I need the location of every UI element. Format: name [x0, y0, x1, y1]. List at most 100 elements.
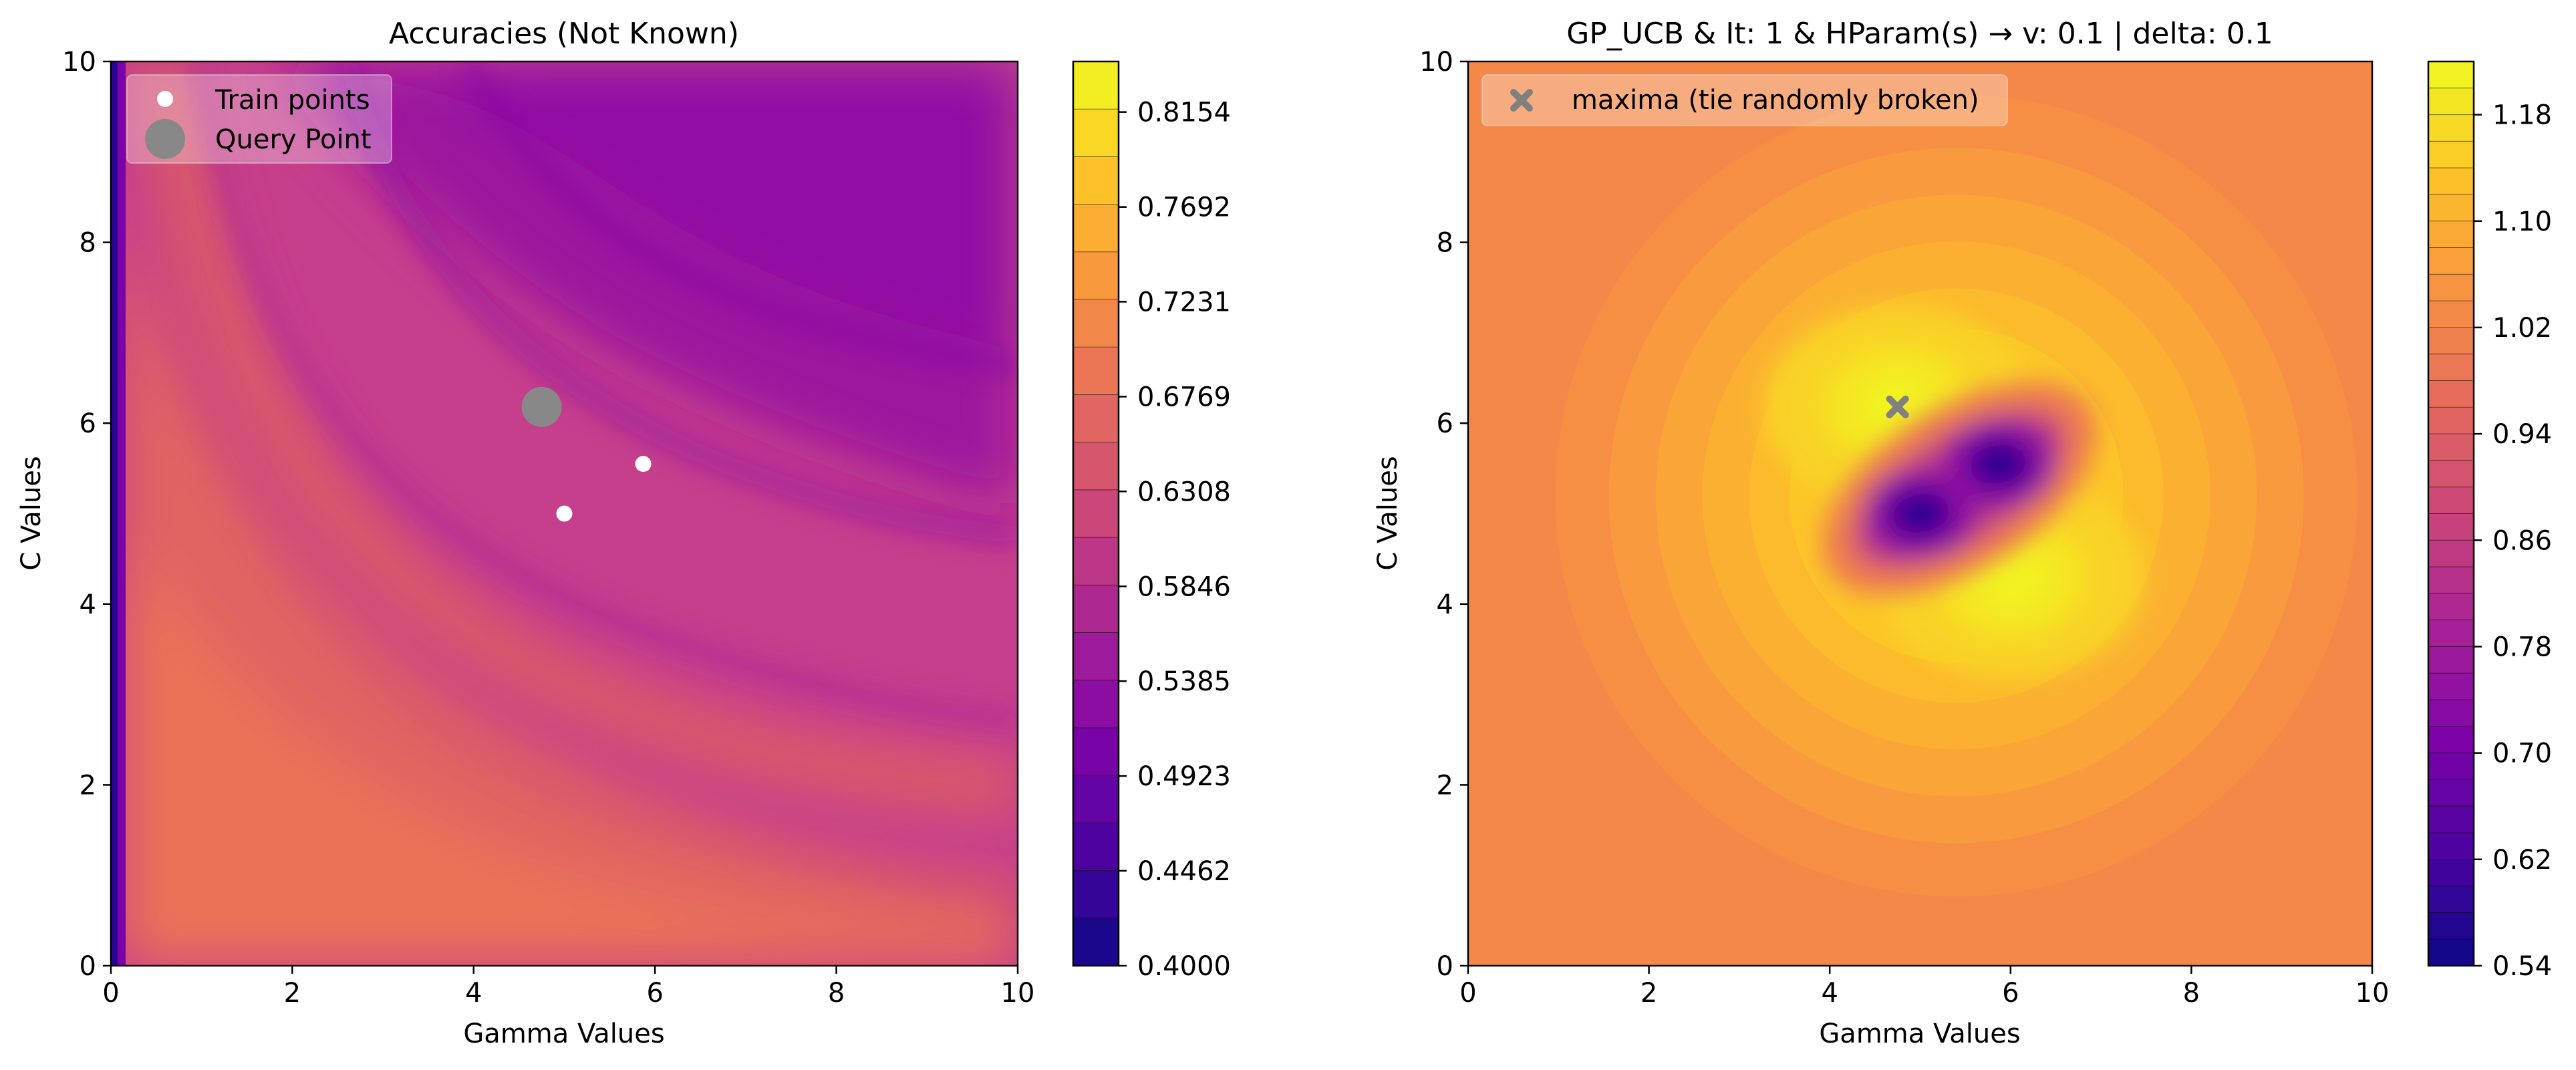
- right-title: GP_UCB & It: 1 & HParam(s) → v: 0.1 | de…: [1566, 17, 2273, 51]
- left-y-tick-label: 10: [62, 47, 96, 78]
- right-colorbar-band: [2428, 567, 2474, 594]
- right-colorbar-band: [2428, 833, 2474, 860]
- left-colorbar-band: [1073, 823, 1119, 872]
- right-x-axis: 0 2 4 6 8 10: [1459, 966, 2389, 1009]
- right-colorbar-band: [2428, 274, 2474, 301]
- left-x-tick-label: 4: [465, 978, 482, 1009]
- right-colorbar-band: [2428, 620, 2474, 648]
- right-colorbar-tick-label: 0.70: [2492, 739, 2552, 769]
- legend-train-marker: [157, 91, 173, 107]
- left-x-tick-label: 2: [284, 978, 301, 1009]
- right-colorbar-band: [2428, 460, 2474, 488]
- legend-maxima-marker: [1510, 89, 1533, 112]
- right-colorbar-band: [2428, 540, 2474, 567]
- left-band-lighter: [127, 535, 1018, 966]
- left-y-tick-label: 4: [80, 589, 96, 620]
- right-y-tick-label: 8: [1437, 228, 1453, 259]
- left-stripe: [460, 61, 1018, 373]
- right-xlabel: Gamma Values: [1819, 1019, 2020, 1049]
- left-colorbar-band: [1073, 489, 1119, 538]
- left-xlabel: Gamma Values: [463, 1019, 664, 1049]
- left-y-tick-label: 8: [80, 228, 96, 259]
- right-y-tick-label: 2: [1437, 770, 1453, 801]
- left-edge-mid: [118, 61, 126, 966]
- left-stripe: [337, 61, 1018, 545]
- left-colorbar-frame: [1072, 60, 1120, 967]
- right-colorbar-tick-label: 0.94: [2492, 419, 2552, 450]
- right-y-tick-label: 10: [1419, 47, 1453, 78]
- left-colorbar-band: [1073, 632, 1119, 681]
- right-colorbar-band: [2428, 593, 2474, 621]
- right-colorbar-band: [2428, 513, 2474, 541]
- right-colorbar-band: [2428, 88, 2474, 116]
- left-colorbar-band: [1073, 585, 1119, 634]
- right-colorbar-band: [2428, 327, 2474, 355]
- left-colorbar-band: [1073, 680, 1119, 728]
- right-surface: [1555, 94, 2357, 897]
- right-colorbar-tick-label: 1.10: [2492, 207, 2552, 237]
- right-colorbar-band: [2428, 221, 2474, 249]
- left-points: [521, 386, 652, 522]
- left-legend: Train points Query Point: [126, 74, 392, 164]
- left-stripe: [191, 61, 1018, 731]
- left-colorbar: 0.4000 0.4462 0.4923 0.5385 0.5846 0.6308 0.67…: [1072, 60, 1231, 982]
- left-colorbar-band: [1073, 251, 1119, 300]
- left-y-tick-label: 6: [80, 408, 96, 439]
- left-y-axis: 0 2 4 6 8 10: [62, 47, 111, 982]
- right-points: [1886, 395, 1909, 418]
- right-y-tick-label: 0: [1437, 951, 1453, 982]
- query-point: [521, 386, 562, 427]
- right-colorbar-band: [2428, 301, 2474, 328]
- left-colorbar-tick-label: 0.7231: [1137, 287, 1231, 317]
- legend-query-label: Query Point: [215, 124, 372, 155]
- right-colorbar-band: [2428, 380, 2474, 408]
- right-colorbar: 0.54 0.62 0.70 0.78 0.86 0.94 1.02 1.10 1.18: [2427, 60, 2552, 982]
- left-ylabel: C Values: [16, 456, 47, 570]
- right-colorbar-band: [2428, 886, 2474, 914]
- right-x-tick-label: 4: [1821, 978, 1838, 1009]
- right-colorbar-band: [2428, 194, 2474, 222]
- right-colorbar-tick-label: 0.86: [2492, 525, 2552, 556]
- right-x-tick-label: 8: [2183, 978, 2200, 1009]
- right-x-tick-label: 6: [2002, 978, 2019, 1009]
- left-band-mid: [374, 61, 1018, 348]
- left-colorbar-band: [1073, 394, 1119, 443]
- left-colorbar-band: [1073, 442, 1119, 491]
- right-colorbar-band: [2428, 912, 2474, 940]
- left-y-tick-label: 0: [80, 951, 96, 982]
- left-colorbar-band: [1073, 156, 1119, 205]
- right-colorbar-band: [2428, 673, 2474, 700]
- right-colorbar-band: [2428, 753, 2474, 781]
- left-colorbar-band: [1073, 775, 1119, 823]
- right-colorbar-band: [2428, 61, 2474, 89]
- right-colorbar-band: [2428, 434, 2474, 461]
- right-colorbar-tick-label: 1.02: [2492, 313, 2552, 344]
- right-y-axis: 0 2 4 6 8 10: [1419, 47, 1468, 982]
- left-y-tick-label: 2: [80, 770, 96, 801]
- right-colorbar-band: [2428, 859, 2474, 887]
- left-colorbar-band: [1073, 918, 1119, 966]
- left-colorbar-band: [1073, 870, 1119, 919]
- right-x-tick-label: 10: [2355, 978, 2390, 1009]
- left-panel: Accuracies (Not Known): [16, 17, 1231, 1049]
- left-plot-frame: [110, 60, 1019, 967]
- right-colorbar-band: [2428, 114, 2474, 142]
- legend-query-marker: [145, 119, 185, 159]
- right-colorbar-band: [2428, 354, 2474, 382]
- left-colorbar-tick-label: 0.8154: [1137, 98, 1231, 128]
- left-colorbar-tick-label: 0.7692: [1137, 192, 1231, 223]
- left-x-tick-label: 0: [102, 978, 119, 1009]
- surface-trough-core: [1969, 440, 2029, 489]
- left-x-tick-label: 6: [646, 978, 663, 1009]
- right-plot-frame: [1467, 60, 2374, 967]
- right-x-tick-label: 0: [1459, 978, 1476, 1009]
- right-y-tick-label: 6: [1437, 408, 1453, 439]
- left-x-tick-label: 10: [1001, 978, 1035, 1009]
- left-colorbar-tick-label: 0.4000: [1137, 951, 1231, 982]
- left-heatmap: [111, 61, 1018, 966]
- legend-train-label: Train points: [214, 85, 370, 116]
- train-point: [556, 505, 573, 522]
- left-band-curve: [144, 61, 1018, 812]
- left-colorbar-band: [1073, 61, 1119, 110]
